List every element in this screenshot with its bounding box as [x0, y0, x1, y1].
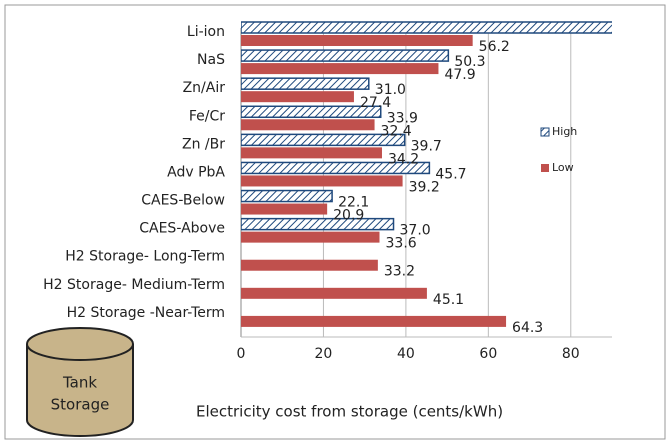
bar — [241, 133, 406, 147]
legend-swatch — [540, 127, 550, 137]
bar — [241, 203, 328, 215]
y-tick-label: Zn/Air — [183, 80, 226, 96]
bar — [241, 21, 612, 34]
y-tick-label: H2 Storage- Medium-Term — [43, 277, 225, 293]
bar — [241, 315, 507, 327]
data-label: 47.9 — [444, 67, 475, 83]
y-tick-label: NaS — [197, 52, 225, 68]
legend-swatch — [541, 164, 549, 172]
y-tick-label: Fe/Cr — [189, 108, 225, 124]
data-label: 37.0 — [400, 223, 431, 239]
bar — [241, 147, 382, 159]
legend-label: High — [552, 125, 577, 138]
bar — [241, 217, 395, 231]
data-label: 56.2 — [479, 39, 510, 55]
x-tick-label: 20 — [315, 346, 333, 362]
data-label: 27.4 — [360, 95, 391, 111]
y-tick-label: H2 Storage- Long-Term — [65, 249, 225, 265]
y-tick-label: CAES-Below — [141, 193, 225, 209]
bar — [241, 287, 427, 299]
data-label: 45.7 — [435, 166, 466, 182]
x-tick-label: 40 — [397, 346, 415, 362]
bar — [241, 91, 354, 103]
bar — [241, 35, 473, 46]
x-tick-label: 80 — [562, 346, 580, 362]
x-tick-label: 0 — [237, 346, 246, 362]
data-label: 50.3 — [454, 54, 485, 70]
bar — [241, 105, 382, 119]
x-tick-label: 60 — [479, 346, 497, 362]
bar — [241, 231, 380, 243]
data-label: 34.2 — [388, 151, 419, 167]
y-tick-label: Li-ion — [187, 24, 225, 40]
bars — [241, 21, 612, 327]
y-tick-label: Zn /Br — [182, 136, 225, 152]
legend-label: Low — [552, 161, 574, 174]
data-label: 22.1 — [338, 195, 369, 211]
annotation: Storage — [51, 396, 110, 414]
data-label: 33.9 — [387, 110, 418, 126]
bar — [241, 77, 370, 90]
data-label: 20.9 — [333, 208, 364, 224]
data-label: 45.1 — [433, 292, 464, 308]
data-label: 39.2 — [409, 179, 440, 195]
bar — [241, 161, 431, 175]
annotation: Tank — [62, 374, 97, 392]
data-label: 33.2 — [384, 264, 415, 280]
data-label: 39.7 — [411, 138, 442, 154]
bar — [241, 259, 378, 271]
y-tick-label: CAES-Above — [139, 221, 225, 237]
bar — [241, 189, 333, 203]
y-tick-label: H2 Storage -Near-Term — [67, 305, 225, 321]
data-label: 64.3 — [512, 320, 543, 336]
data-label: 31.0 — [375, 82, 406, 98]
y-tick-label: Adv PbA — [167, 164, 225, 180]
bar — [241, 175, 403, 187]
bar — [241, 63, 439, 75]
data-label: 33.6 — [386, 236, 417, 252]
tank-icon — [26, 327, 134, 437]
x-axis-label: Electricity cost from storage (cents/kWh… — [196, 403, 503, 421]
bar — [241, 119, 375, 131]
data-label: 32.4 — [381, 123, 412, 139]
bar — [241, 49, 450, 62]
